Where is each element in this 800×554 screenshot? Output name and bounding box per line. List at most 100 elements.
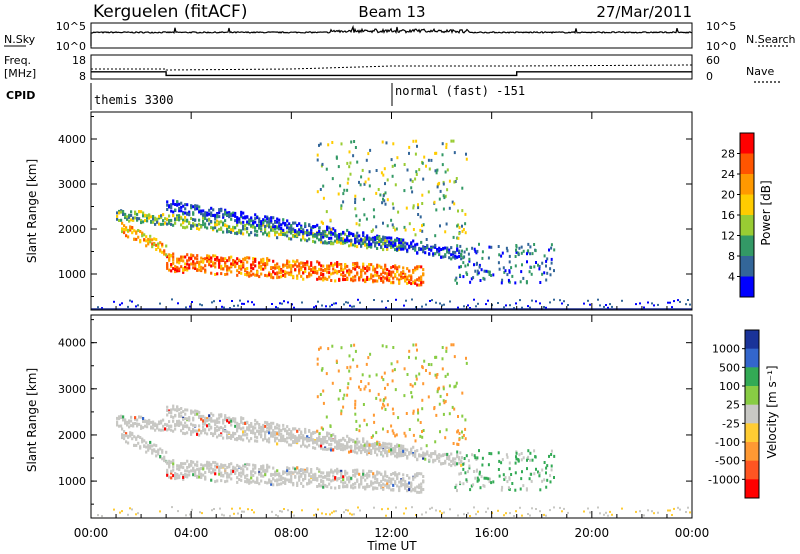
velocity-cell — [262, 429, 265, 433]
power-cell — [332, 271, 335, 275]
velocity-cell — [198, 469, 201, 473]
velocity-cell — [208, 424, 211, 428]
velocity-cell — [370, 470, 373, 473]
velocity-cell — [226, 479, 229, 483]
power-cell — [230, 270, 233, 274]
velocity-cell — [177, 510, 179, 513]
power-cell — [252, 223, 255, 227]
power-cell — [434, 245, 437, 249]
power-cell — [378, 236, 381, 240]
power-cell — [208, 260, 211, 264]
velocity-cell — [164, 427, 167, 431]
power-cell — [360, 272, 363, 276]
velocity-cell — [130, 415, 133, 419]
velocity-cell — [359, 388, 362, 392]
velocity-cell — [266, 469, 269, 473]
power-cell — [366, 265, 369, 269]
velocity-cell — [172, 419, 175, 423]
velocity-cell — [302, 484, 305, 488]
velocity-cell — [176, 467, 179, 471]
power-cell — [340, 263, 343, 266]
velocity-cell — [386, 442, 389, 446]
power-cell — [232, 259, 235, 262]
power-cell — [375, 169, 378, 172]
velocity-cell — [506, 455, 509, 459]
velocity-ytick-label: 3000 — [58, 383, 86, 396]
velocity-cell — [325, 415, 328, 419]
velocity-cell — [274, 471, 277, 475]
power-cell — [468, 259, 471, 263]
power-cell — [150, 220, 153, 224]
velocity-cell — [208, 428, 211, 432]
velocity-cell — [196, 467, 199, 471]
power-cell — [264, 215, 267, 219]
velocity-cell — [468, 466, 471, 470]
velocity-cell — [190, 409, 193, 413]
velocity-cell — [149, 440, 152, 444]
power-cell — [186, 203, 189, 207]
power-cell — [231, 300, 233, 302]
power-cell — [200, 256, 203, 260]
power-cell — [415, 170, 418, 174]
power-cell — [420, 240, 423, 244]
velocity-cell — [464, 437, 467, 441]
velocity-cell — [380, 375, 383, 379]
velocity-cell — [427, 395, 430, 399]
velocity-cell — [252, 467, 255, 471]
power-cell — [543, 254, 546, 258]
velocity-cell — [230, 423, 233, 427]
velocity-cell — [372, 472, 375, 476]
velocity-cell — [344, 473, 347, 477]
power-cell — [304, 222, 307, 226]
power-cell — [238, 258, 241, 262]
power-cell — [421, 161, 424, 165]
velocity-cell — [196, 460, 199, 464]
velocity-cell — [410, 483, 413, 487]
power-cell — [380, 245, 383, 249]
velocity-cell — [214, 427, 217, 430]
power-cell — [394, 241, 397, 244]
power-cell — [208, 212, 211, 216]
velocity-cell — [151, 448, 154, 452]
velocity-cell — [218, 413, 221, 417]
power-cell — [396, 247, 399, 251]
power-cell — [394, 239, 397, 243]
velocity-cell — [406, 489, 409, 493]
velocity-cell — [276, 442, 279, 446]
velocity-cell — [143, 444, 146, 448]
velocity-cell — [342, 443, 345, 447]
velocity-cell — [164, 422, 167, 426]
velocity-cell — [402, 473, 405, 477]
velocity-cell — [300, 444, 303, 448]
velocity-cell — [166, 468, 169, 472]
power-cell — [228, 258, 231, 261]
power-cell — [350, 243, 353, 247]
power-cell — [420, 265, 423, 269]
power-cell — [264, 224, 267, 228]
velocity-cell — [272, 473, 275, 477]
power-cell — [214, 214, 217, 218]
power-cell — [400, 241, 403, 245]
velocity-cell — [182, 424, 185, 428]
velocity-cell — [390, 488, 393, 492]
velocity-cell — [398, 452, 401, 456]
power-cell — [384, 182, 386, 186]
power-cell — [182, 268, 185, 272]
power-cell — [147, 239, 150, 243]
velocity-cell — [342, 397, 345, 401]
velocity-cell — [184, 475, 187, 478]
power-cell — [458, 255, 461, 258]
power-cell — [388, 243, 391, 247]
power-cell — [200, 209, 203, 213]
velocity-cell — [316, 395, 319, 399]
velocity-cell — [204, 475, 207, 479]
velocity-cell — [485, 476, 488, 480]
power-cell — [137, 229, 140, 232]
velocity-cell — [176, 476, 179, 480]
freq-right-tick-bottom: 0 — [706, 70, 713, 83]
velocity-cell — [667, 509, 669, 512]
velocity-cell — [129, 507, 131, 510]
velocity-cell — [248, 481, 251, 485]
power-cell — [312, 225, 315, 228]
power-cell — [254, 217, 257, 221]
